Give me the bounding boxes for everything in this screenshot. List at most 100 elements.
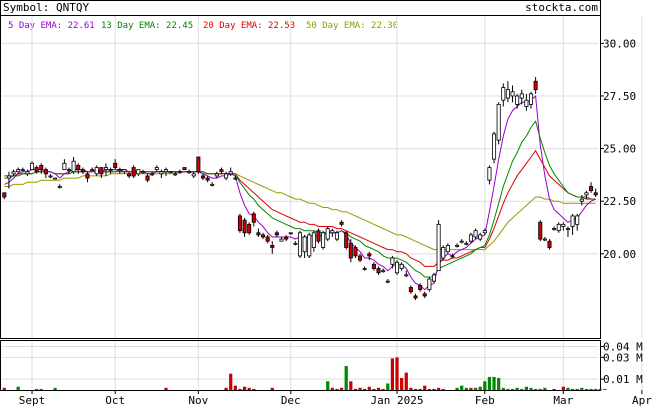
candle-body [191, 173, 196, 177]
volume-bar [432, 388, 436, 390]
volume-bar [575, 388, 579, 390]
candle [547, 239, 552, 250]
candle [20, 167, 25, 172]
candle [492, 131, 497, 164]
candle-body [395, 261, 400, 274]
candle-body [339, 221, 344, 225]
candle-body [76, 165, 81, 171]
candle-body [214, 173, 219, 177]
candle [214, 171, 219, 179]
candle-body [584, 192, 589, 196]
candle-body [399, 263, 404, 269]
candle [565, 226, 570, 237]
candle [376, 266, 381, 275]
candle [247, 222, 252, 235]
candles [2, 77, 598, 301]
volume-bar [473, 387, 478, 390]
candle [575, 213, 580, 231]
candle [399, 262, 404, 271]
candle [25, 169, 30, 176]
candle [584, 190, 589, 200]
candle-body [205, 177, 210, 181]
candle-body [242, 219, 247, 234]
candle [200, 173, 205, 181]
candle-body [108, 169, 113, 172]
x-tick-label: Dec [281, 394, 301, 406]
candle [140, 169, 145, 174]
candle-body [39, 165, 44, 171]
candle-body [99, 167, 104, 175]
candle [113, 159, 118, 170]
candle-body [293, 242, 298, 245]
candle-body [265, 236, 270, 242]
x-tick-label: Sept [19, 394, 46, 406]
candle-body [90, 169, 95, 172]
candle [321, 230, 326, 250]
candle [496, 102, 501, 145]
x-tick-label: Apr [632, 394, 652, 406]
candle [524, 93, 529, 111]
volume-bar [534, 388, 538, 390]
candle-body [233, 177, 238, 180]
candle-body [62, 162, 67, 171]
candle-body [122, 169, 127, 173]
candle [145, 173, 150, 183]
volume-bar [427, 388, 431, 390]
volume-bar [483, 381, 487, 390]
candle-body [117, 169, 122, 172]
price-panel [0, 15, 601, 339]
candle [150, 171, 155, 176]
volume-bar [455, 387, 459, 390]
candle-body [482, 230, 487, 234]
candle-body [113, 162, 118, 168]
candle-body [145, 175, 150, 181]
candle [270, 241, 275, 254]
candle [510, 85, 515, 103]
volume-bar [506, 388, 510, 390]
candle-body [334, 232, 339, 240]
volume-bar [252, 388, 256, 390]
volume-bar [566, 387, 570, 390]
price-tick-label: 27.50 [603, 90, 636, 103]
candle-body [43, 169, 48, 175]
symbol-label: Symbol: QNTQY [3, 1, 89, 14]
candle [191, 171, 196, 179]
candle-body [85, 173, 90, 179]
candle [441, 245, 446, 261]
candle [177, 169, 182, 174]
candle-body [297, 232, 303, 257]
candle [224, 171, 229, 181]
candle-body [80, 169, 85, 173]
candle [385, 279, 390, 284]
candle-body [459, 240, 464, 243]
volume-bar [395, 357, 399, 390]
candle [163, 167, 169, 176]
candle [330, 228, 335, 237]
volume-bar [492, 376, 496, 390]
volume-axis: 0.04 M0.03 M 0.01 M [600, 340, 643, 386]
volume-bar [520, 388, 524, 390]
candle [284, 234, 289, 242]
candle [173, 171, 178, 176]
candle [30, 161, 35, 171]
candle [108, 167, 113, 174]
candle [90, 167, 95, 172]
candle-body [57, 186, 62, 188]
price-tick-label: 25.00 [603, 143, 636, 156]
candle [334, 230, 339, 242]
volume-bar [39, 388, 43, 390]
candle-body [404, 274, 409, 277]
candle-body [408, 287, 413, 293]
candle-body [330, 230, 335, 234]
candle-body [371, 263, 376, 269]
candle [103, 163, 108, 176]
candle-body [418, 284, 423, 290]
candle [210, 182, 215, 187]
legend-item: 20 Day EMA: 22.53 [203, 21, 295, 31]
candle [53, 177, 58, 180]
candle [570, 213, 575, 235]
candle-body [510, 91, 515, 97]
x-tick-label: Oct [105, 394, 125, 406]
candle [487, 165, 492, 185]
candle [561, 222, 566, 231]
